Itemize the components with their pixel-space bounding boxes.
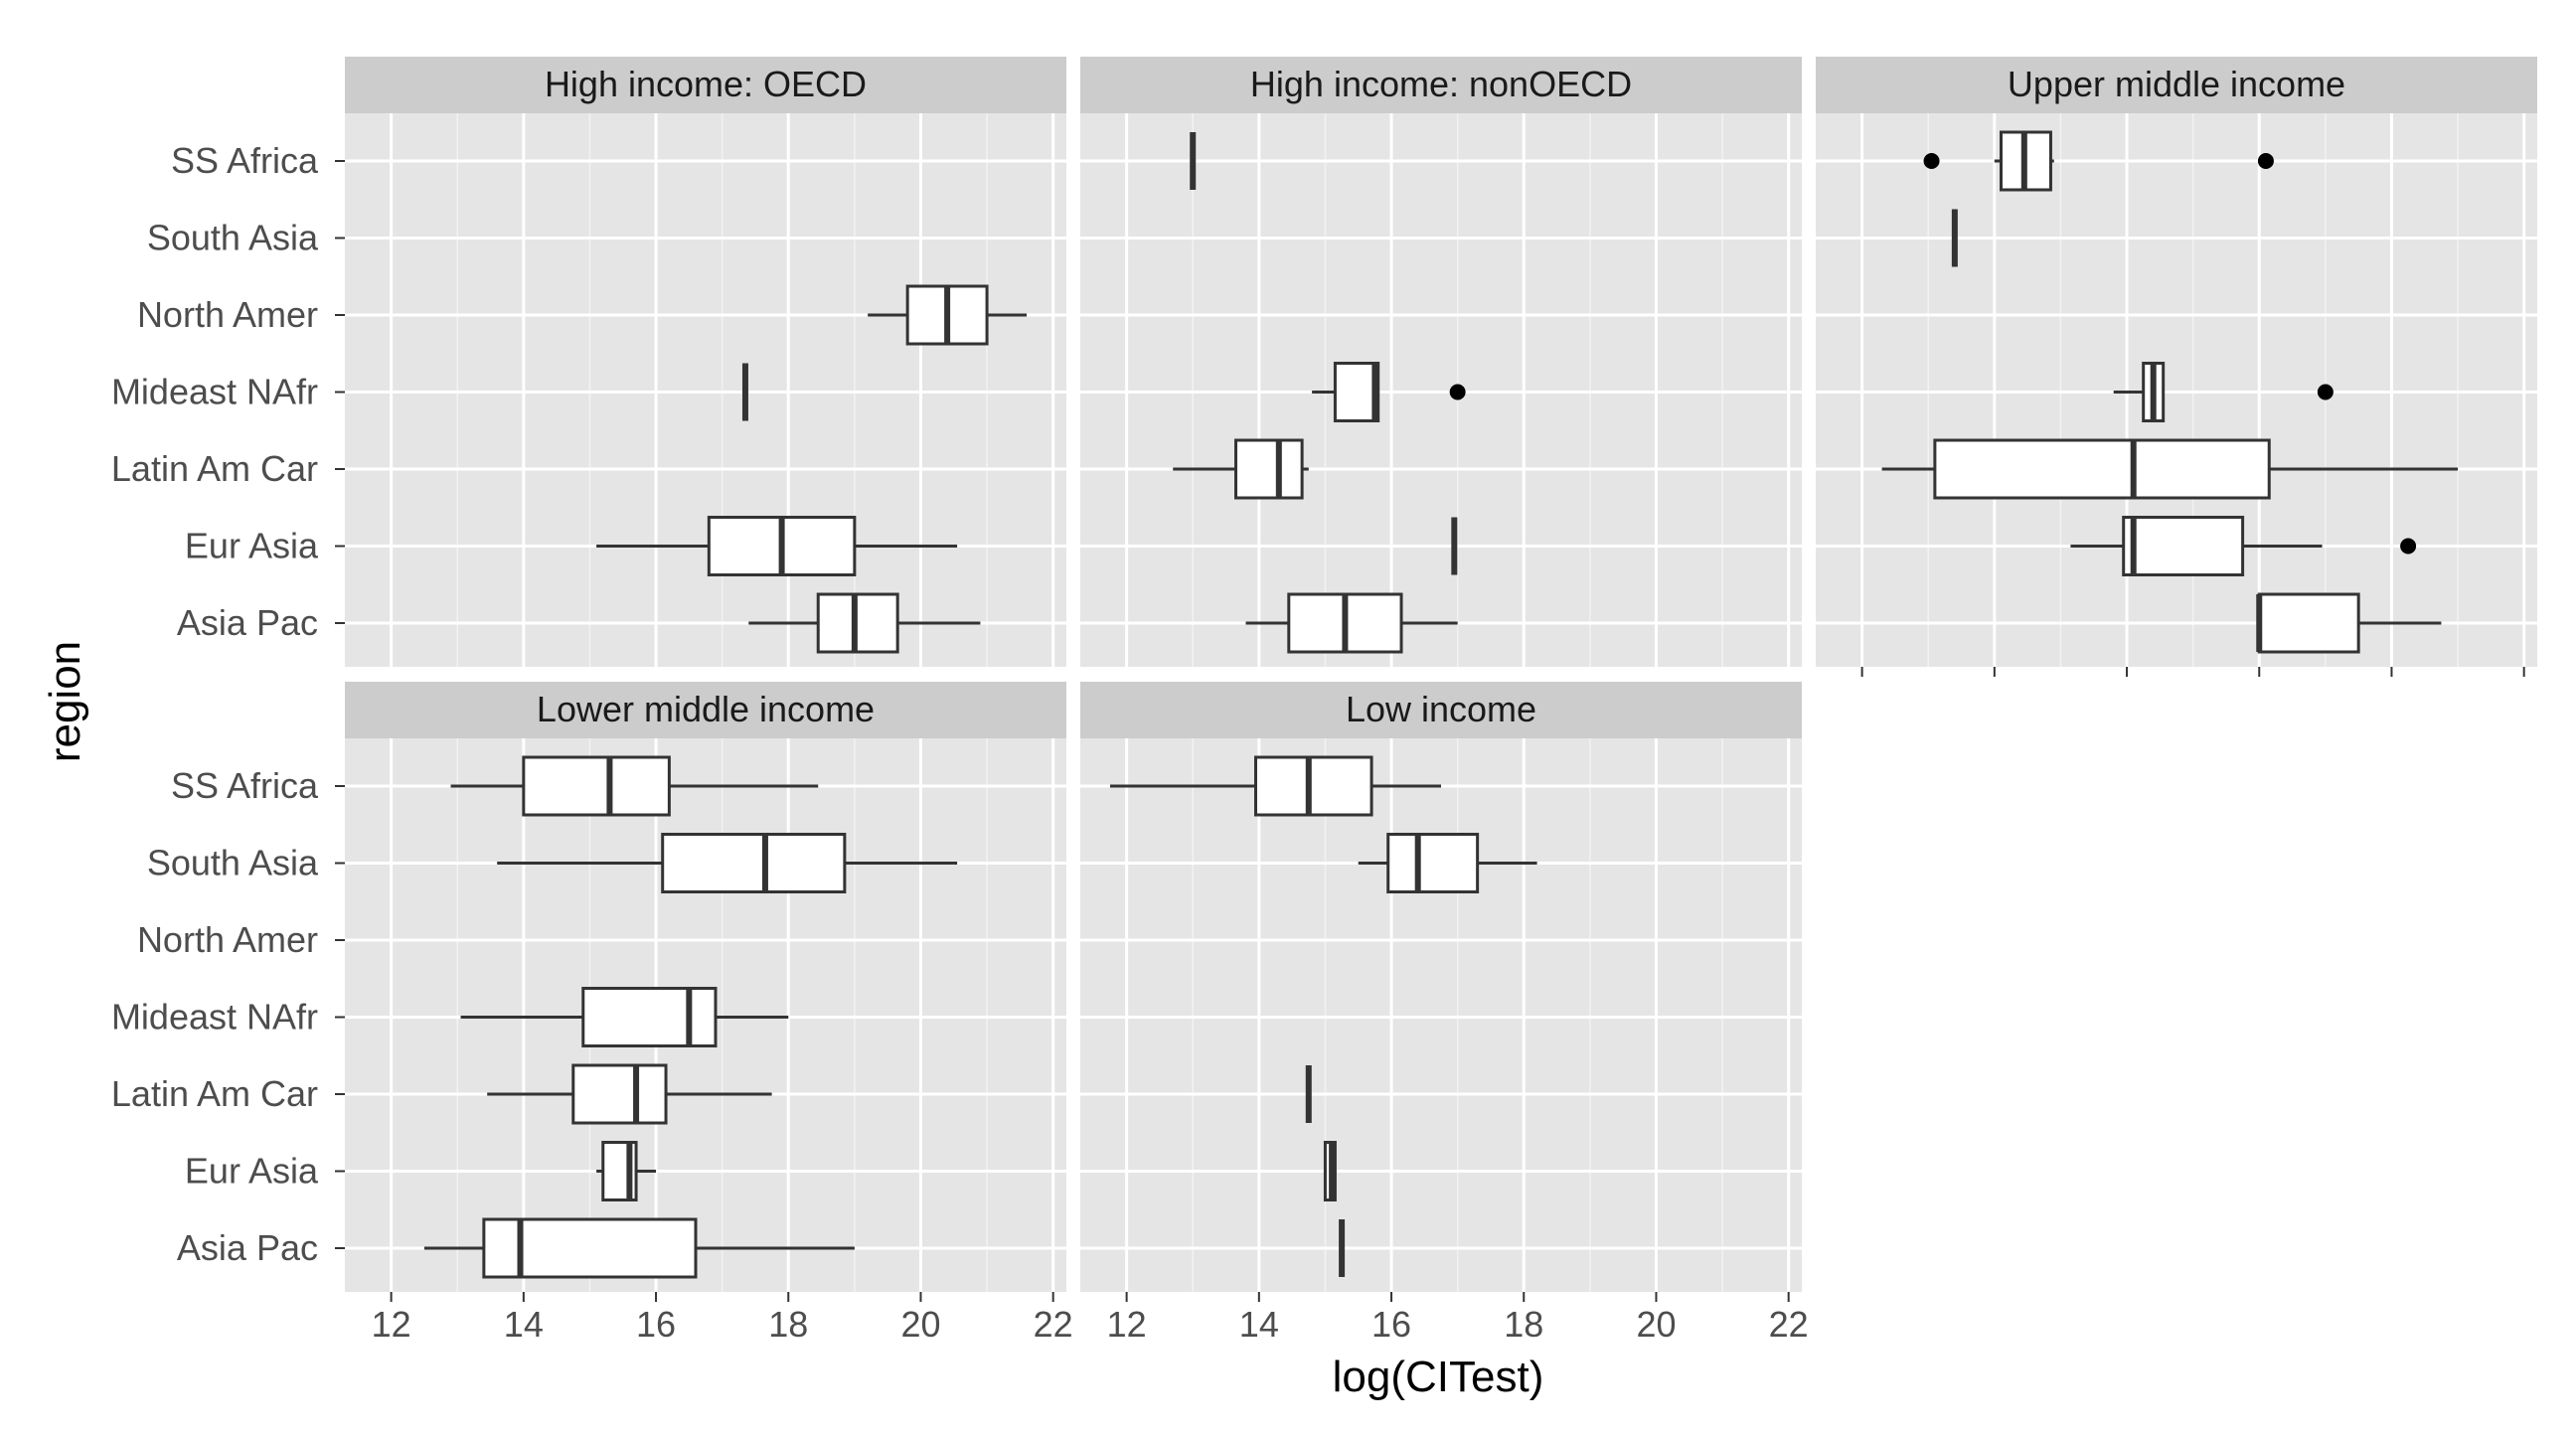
panel-2-background	[1080, 113, 1802, 667]
panel-1-box-asia-pac	[748, 592, 981, 654]
box-iqr	[2122, 516, 2245, 576]
panel-1-box-north-amer	[868, 284, 1028, 346]
panel-5-strip-title: Low income	[1346, 689, 1536, 729]
panel-4-x-tick-label: 16	[636, 1304, 676, 1345]
panel-4-x-tick-label: 14	[504, 1304, 544, 1345]
panel-2-box-asia-pac	[1245, 592, 1458, 654]
panel-4-y-tick-label: Mideast NAfr	[111, 997, 318, 1037]
box-iqr	[571, 1063, 668, 1125]
box-iqr	[1234, 438, 1304, 500]
panel-2-strip	[1080, 57, 1802, 113]
panel-1-y-tick-label: North Amer	[137, 294, 318, 335]
panel-4-strip-title: Lower middle income	[537, 689, 875, 729]
panel-3-box-asia-pac	[2256, 592, 2442, 654]
panel-4-box-south-asia	[497, 833, 958, 893]
panel-2: High income: nonOECD	[1080, 57, 1802, 667]
panel-5: Low income 12 14 16 18 20 22	[1080, 682, 1809, 1345]
panel-5-x-tick-label: 20	[1636, 1304, 1676, 1345]
panel-4-x-tick-label: 22	[1034, 1304, 1073, 1345]
box-iqr	[661, 833, 847, 893]
outlier-point	[1923, 153, 1940, 169]
outlier-point	[2400, 538, 2417, 555]
box-iqr	[816, 592, 899, 654]
panel-1-background	[345, 113, 1066, 667]
panel-5-strip	[1080, 682, 1802, 738]
panel-2-box-latin-am-car	[1173, 438, 1309, 500]
panel-4-y-tick-label: Asia Pac	[177, 1227, 318, 1268]
panel-1-y-tick-label: Mideast NAfr	[111, 372, 318, 412]
panel-5-background	[1080, 738, 1802, 1292]
x-axis-title: log(CITest)	[1333, 1353, 1544, 1401]
outlier-point	[2257, 153, 2274, 169]
panel-3: Upper middle income	[1816, 57, 2537, 677]
panel-4-x-tick-label: 18	[768, 1304, 808, 1345]
panel-4-box-ss-africa	[450, 755, 819, 817]
panel-4-y-tick-label: South Asia	[147, 843, 319, 883]
panel-3-box-ss-africa	[1923, 130, 2274, 192]
panel-1-y-tick-label: South Asia	[147, 218, 319, 258]
panel-4-strip	[345, 682, 1066, 738]
box-iqr	[482, 1217, 698, 1279]
box-iqr	[522, 755, 671, 817]
panel-4: Lower middle income SS Africa South Asia No…	[111, 682, 1073, 1345]
box-iqr	[581, 987, 718, 1047]
panel-1: High income: OECD SS Africa South Asia Nort…	[111, 57, 1066, 667]
panel-1-y-tick-label: Asia Pac	[177, 602, 318, 643]
box-iqr	[1933, 438, 2271, 500]
panel-5-x-tick-label: 18	[1504, 1304, 1543, 1345]
panel-4-y-tick-label: North Amer	[137, 919, 318, 960]
panel-1-y-tick-label: SS Africa	[171, 140, 319, 181]
panel-1-y-tick-label: Latin Am Car	[111, 448, 318, 489]
y-axis-title: region	[41, 641, 89, 762]
panel-5-box-ss-africa	[1109, 755, 1441, 817]
panel-3-box-latin-am-car	[1881, 438, 2459, 500]
panel-3-box-eur-asia	[2070, 516, 2417, 576]
panel-5-x-tick-label: 22	[1769, 1304, 1809, 1345]
panel-3-box-mideast-nafr	[2113, 362, 2334, 422]
box-iqr	[1386, 833, 1480, 893]
panel-4-x-tick-label: 12	[372, 1304, 411, 1345]
panel-5-x-tick-label: 16	[1371, 1304, 1411, 1345]
panel-4-y-tick-label: SS Africa	[171, 765, 319, 806]
panel-3-background	[1816, 113, 2537, 667]
panel-5-x-tick-label: 14	[1239, 1304, 1279, 1345]
panel-2-box-mideast-nafr	[1312, 362, 1466, 422]
panels-layer: High income: OECD SS Africa South Asia Nort…	[111, 57, 2537, 1345]
panel-1-box-eur-asia	[596, 516, 958, 576]
panel-5-box-south-asia	[1358, 833, 1537, 893]
panel-1-strip-title: High income: OECD	[545, 64, 867, 104]
panel-3-strip-title: Upper middle income	[2008, 64, 2345, 104]
box-iqr	[1333, 362, 1380, 422]
box-iqr	[2257, 592, 2360, 654]
panel-4-y-tick-label: Eur Asia	[185, 1151, 319, 1192]
panel-4-box-mideast-nafr	[460, 987, 789, 1047]
panel-4-box-eur-asia	[596, 1141, 657, 1201]
outlier-point	[1449, 384, 1466, 400]
panel-4-y-tick-label: Latin Am Car	[111, 1073, 318, 1114]
panel-1-y-tick-label: Eur Asia	[185, 526, 319, 566]
panel-5-x-tick-label: 12	[1107, 1304, 1147, 1345]
panel-3-strip	[1816, 57, 2537, 113]
box-iqr	[1254, 755, 1373, 817]
panel-4-box-asia-pac	[423, 1217, 855, 1279]
panel-4-x-tick-label: 20	[900, 1304, 940, 1345]
panel-1-strip	[345, 57, 1066, 113]
outlier-point	[2317, 384, 2334, 400]
panel-4-box-latin-am-car	[487, 1063, 772, 1125]
panel-2-strip-title: High income: nonOECD	[1250, 64, 1632, 104]
panel-5-box-eur-asia	[1323, 1141, 1337, 1201]
